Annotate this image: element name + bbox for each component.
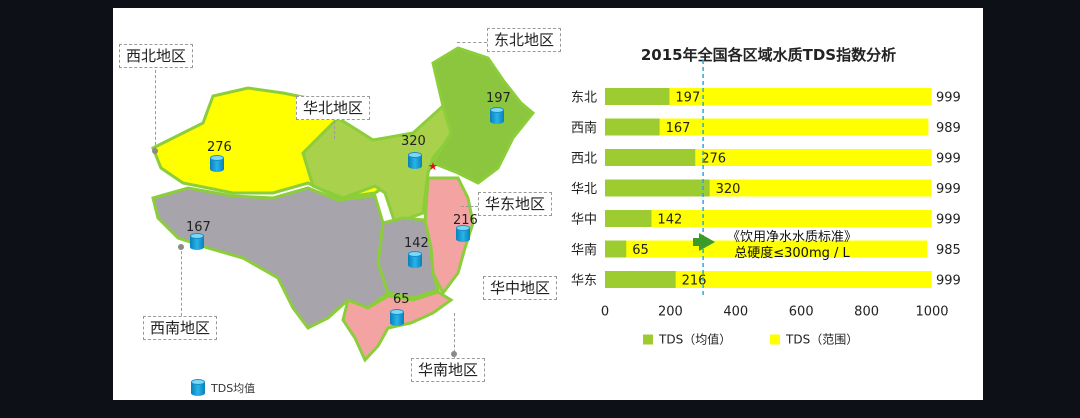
region-label-central: 华中地区 xyxy=(483,276,558,300)
connector-dot-northwest xyxy=(152,148,158,154)
map-value-northeast: 197 xyxy=(486,91,511,106)
bar-average xyxy=(605,118,660,136)
capital-star-icon: ★ xyxy=(428,160,438,173)
china-region-map: ★ xyxy=(151,46,536,363)
region-label-south: 华南地区 xyxy=(411,358,486,382)
connector-southwest xyxy=(181,246,182,316)
connector-dot-south xyxy=(451,351,457,357)
x-tick-label: 800 xyxy=(854,305,879,320)
data-label-average: 65 xyxy=(632,243,649,258)
legend-swatch-average xyxy=(643,334,653,345)
bar-average xyxy=(605,271,676,288)
category-label: 西南 xyxy=(571,120,597,136)
cylinder-east-icon xyxy=(456,225,470,242)
data-label-range: 999 xyxy=(936,274,961,289)
chart-title: 2015年全国各区域水质TDS指数分析 xyxy=(641,46,896,64)
standard-annotation: 《饮用净水水质标准》 总硬度≤300mg / L xyxy=(727,230,857,262)
connector-east xyxy=(461,206,478,207)
map-region-south xyxy=(341,290,454,363)
map-value-south: 65 xyxy=(393,292,410,307)
bar-average xyxy=(605,149,696,166)
legend-label-average: TDS（均值） xyxy=(658,332,731,347)
cylinder-northwest-icon xyxy=(210,155,224,172)
category-label: 华东 xyxy=(571,274,597,289)
region-label-northeast: 东北地区 xyxy=(487,28,562,52)
bar-range xyxy=(605,88,932,105)
x-tick-label: 200 xyxy=(658,305,683,320)
bar-average xyxy=(605,210,652,227)
map-legend: TDS均值 xyxy=(191,379,256,396)
data-label-average: 216 xyxy=(682,274,707,289)
data-label-average: 167 xyxy=(666,121,691,136)
bar-average xyxy=(605,179,710,197)
region-label-east: 华东地区 xyxy=(478,192,553,216)
cylinder-north-icon xyxy=(408,152,422,169)
x-tick-label: 400 xyxy=(723,305,748,320)
map-region-northeast xyxy=(430,46,536,185)
data-label-range: 999 xyxy=(936,152,961,167)
category-label: 华北 xyxy=(571,182,597,197)
x-tick-label: 1000 xyxy=(915,305,948,320)
annotation-arrow-tail xyxy=(693,238,701,246)
bar-average xyxy=(605,88,670,105)
map-value-north: 320 xyxy=(401,134,426,149)
connector-dot-southwest xyxy=(178,244,184,250)
connector-northwest xyxy=(155,70,156,150)
region-label-southwest: 西南地区 xyxy=(143,316,218,340)
bar-range xyxy=(605,240,928,258)
infographic-card: ★ 西北地区 华北地区 东北地区 华东地区 华中地区 西南地区 华南地区 276… xyxy=(113,8,983,400)
data-label-range: 985 xyxy=(936,243,961,258)
data-label-average: 197 xyxy=(675,91,700,106)
cylinder-southwest-icon xyxy=(190,233,204,250)
region-label-northwest: 西北地区 xyxy=(119,44,194,68)
connector-south xyxy=(454,313,455,358)
bar-average xyxy=(605,240,627,258)
bar-range xyxy=(605,271,932,288)
cylinder-south-icon xyxy=(390,309,404,326)
map-value-east: 216 xyxy=(453,213,478,228)
data-label-average: 142 xyxy=(657,213,682,228)
annotation-line2: 总硬度≤300mg / L xyxy=(734,246,850,261)
annotation-arrow-icon xyxy=(699,233,715,251)
data-label-range: 999 xyxy=(936,91,961,106)
legend-label-range: TDS（范围） xyxy=(785,333,858,347)
cylinder-central-icon xyxy=(408,251,422,268)
region-label-north: 华北地区 xyxy=(296,96,371,120)
category-label: 华中 xyxy=(571,213,597,228)
x-tick-label: 600 xyxy=(789,305,814,320)
map-region-north xyxy=(301,103,455,225)
category-label: 西北 xyxy=(571,152,597,167)
map-value-southwest: 167 xyxy=(186,220,211,235)
category-label: 华南 xyxy=(571,242,597,258)
data-label-range: 999 xyxy=(936,182,961,197)
data-label-average: 320 xyxy=(716,182,741,197)
cylinder-northeast-icon xyxy=(490,107,504,124)
bar-range xyxy=(605,210,932,227)
map-legend-label: TDS均值 xyxy=(211,382,256,395)
data-label-range: 999 xyxy=(936,213,961,228)
category-label: 东北 xyxy=(571,91,597,106)
map-value-northwest: 276 xyxy=(207,140,232,155)
bar-range xyxy=(605,118,929,136)
connector-northeast xyxy=(457,42,487,43)
legend-cylinder-icon xyxy=(191,379,205,396)
x-tick-label: 0 xyxy=(601,305,609,320)
connector-north xyxy=(334,121,335,139)
legend-swatch-range xyxy=(770,334,780,345)
annotation-line1: 《饮用净水水质标准》 xyxy=(727,230,858,245)
data-label-average: 276 xyxy=(701,152,726,167)
data-label-range: 989 xyxy=(936,121,961,136)
map-value-central: 142 xyxy=(404,236,429,251)
